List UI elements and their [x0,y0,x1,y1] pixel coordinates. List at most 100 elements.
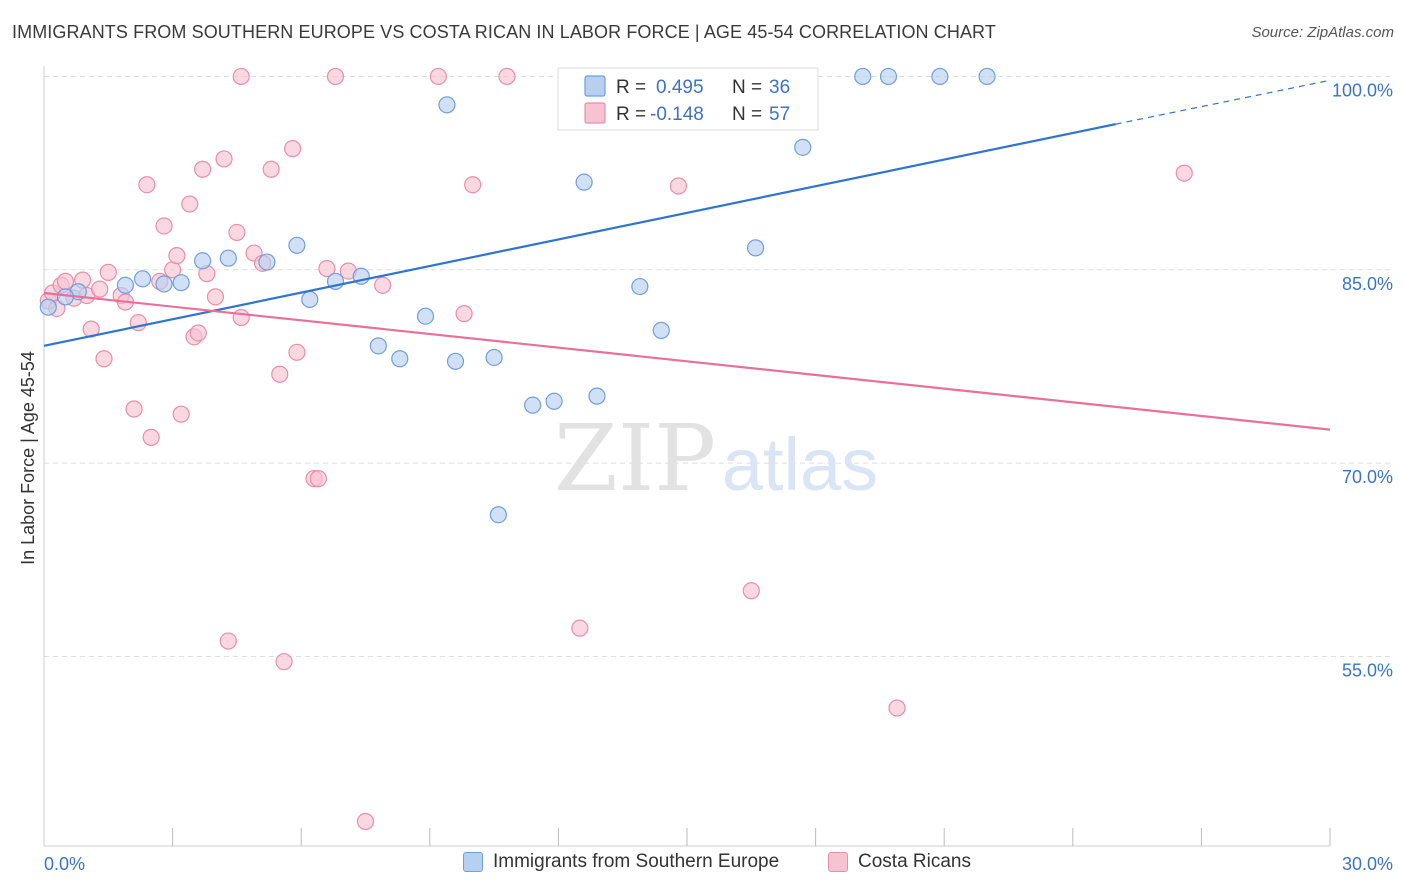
legend-r-value-pink: -0.148 [650,104,704,125]
southern-europe-point-9 [288,236,306,254]
legend-n-label-blue: N = [732,77,762,98]
gridlines [44,75,1393,658]
southern-europe-point-14 [391,350,409,368]
costa-rican-point-53 [742,582,760,600]
southern-europe-point-30 [794,138,812,156]
costa-rican-point-54 [888,699,906,717]
southern-europe-point-13 [369,337,387,355]
southern-europe-point-33 [931,67,949,86]
costa-rican-point-30 [228,223,246,242]
southern-europe-point-23 [588,387,606,405]
costa-rican-point-25 [194,160,212,178]
costa-rican-point-29 [219,632,237,650]
costa-rican-point-8 [91,280,109,298]
costa-rican-point-20 [168,247,186,265]
costa-rican-point-3 [56,272,75,291]
y-tick-label-1: 85.0% [1342,274,1393,294]
watermark-atlas: atlas [722,423,878,506]
costa-rican-point-22 [181,195,199,213]
southern-europe-point-4 [155,275,173,293]
legend-swatch-southern-europe [463,852,483,872]
legend-swatch-pink [584,102,606,124]
x-tick-label-1: 30.0% [1342,854,1393,874]
y-tick-label-3: 55.0% [1342,661,1393,681]
y-tick-label-2: 70.0% [1342,467,1393,487]
y-axis-label: In Labor Force | Age 45-54 [18,351,38,565]
southern-europe-point-16 [438,96,456,114]
legend-item-costa-ricans: Costa Ricans [828,851,971,873]
chart-title: IMMIGRANTS FROM SOUTHERN EUROPE VS COSTA… [12,22,996,42]
costa-rican-point-38 [284,140,302,158]
costa-rican-point-51 [571,619,589,637]
southern-europe-point-2 [116,276,135,294]
costa-rican-point-21 [172,405,190,423]
tick-labels: 100.0% 85.0% 70.0% 55.0% 0.0% 30.0% [44,80,1393,874]
source-label: Source: ZipAtlas.com [1251,24,1394,41]
legend-swatch-costa-ricans [828,852,848,872]
costa-rican-point-32 [232,67,250,86]
watermark: ZIP atlas [554,405,878,512]
costa-rican-point-46 [374,276,392,294]
southern-europe-point-25 [631,277,649,296]
legend-label-southern-europe: Immigrants from Southern Europe [493,851,780,872]
costa-rican-point-41 [309,470,327,488]
legend-label-costa-ricans: Costa Ricans [858,851,971,872]
costa-rican-point-36 [271,365,289,383]
southern-europe-point-29 [746,239,765,257]
costa-rican-point-42 [318,259,336,278]
y-tick-label-0: 100.0% [1332,80,1393,100]
legend-swatch-blue [584,75,606,97]
watermark-zip: ZIP [554,405,716,512]
legend-item-southern-europe: Immigrants from Southern Europe [463,851,779,873]
southern-europe-point-5 [172,274,190,292]
costa-rican-point-10 [99,263,117,281]
costa-rican-point-55 [1175,164,1193,182]
costa-rican-point-24 [189,324,207,342]
southern-europe-point-7 [219,249,237,267]
southern-europe-point-0 [39,298,57,316]
costa-rican-point-15 [138,176,156,194]
costa-rican-point-45 [356,812,375,831]
southern-europe-trend-line [43,123,1116,347]
costa-rican-point-39 [288,343,306,361]
southern-europe-point-6 [194,252,212,270]
costa-rican-point-31 [232,308,250,327]
costa-rican-point-52 [669,177,688,195]
southern-europe-point-18 [485,348,503,367]
x-tick-label-0: 0.0% [44,854,85,874]
southern-europe-point-15 [416,307,435,325]
stats-legend: R = 0.495 N = 36 R = -0.148 N = 57 [557,67,819,131]
costa-rican-point-35 [262,160,280,178]
costa-rican-point-48 [455,305,473,323]
costa-rican-point-28 [215,150,233,168]
legend-r-value-blue: 0.495 [656,77,704,98]
southern-europe-point-20 [524,396,542,414]
bottom-legend: Immigrants from Southern Europe Costa Ri… [0,851,1406,879]
costa-rican-point-13 [125,400,143,418]
southern-europe-point-3 [133,270,152,288]
axes [43,66,1331,847]
southern-europe-point-21 [545,392,563,410]
southern-europe-point-34 [978,67,996,86]
legend-n-label-pink: N = [732,104,762,125]
southern-europe-point-8 [258,253,276,271]
southern-europe-point-31 [854,67,872,86]
costa-rican-point-50 [498,67,516,86]
costa-rican-trend-line [43,291,1331,431]
southern-europe-trend-extension [1115,79,1331,125]
costa-rican-point-47 [429,67,447,86]
legend-r-label-blue: R = [616,77,646,98]
costa-rican-point-49 [464,176,482,194]
legend-r-label-pink: R = [616,104,646,125]
costa-rican-point-9 [95,350,113,368]
legend-n-value-blue: 36 [769,77,790,98]
costa-rican-point-37 [275,653,293,671]
southern-europe-point-17 [446,352,465,370]
costa-rican-point-43 [326,67,345,86]
southern-europe-point-19 [489,506,507,524]
legend-n-value-pink: 57 [769,104,790,125]
trend-lines [43,79,1331,431]
costa-rican-point-18 [155,217,173,235]
southern-europe-point-22 [575,173,593,191]
